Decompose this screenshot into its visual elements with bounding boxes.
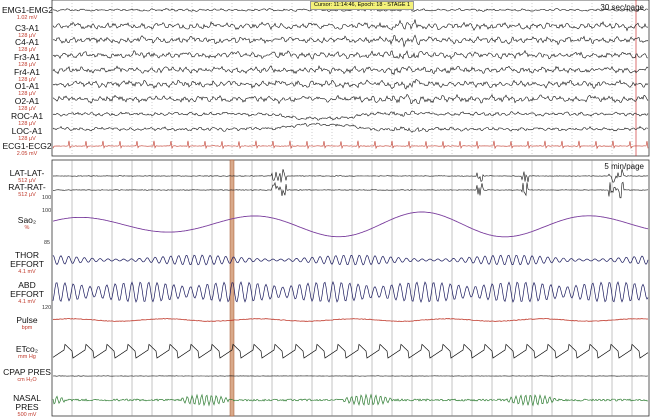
channel-label: Sao₂% <box>2 216 52 232</box>
axis-label: 100 <box>42 208 52 214</box>
channel-unit: 4.1 mV <box>18 299 36 305</box>
channel-unit: 4.1 mV <box>18 269 36 275</box>
channel-label: ECG1-ECG2 2.05 mV <box>2 141 52 158</box>
channel-label: RAT-RAT- 512 µV <box>2 183 52 199</box>
channel-unit: 128 µV <box>18 106 36 112</box>
channel-label: C4-A1 128 µV <box>2 38 52 54</box>
axis-label: 120 <box>42 305 52 311</box>
top-scale: 30 sec/page <box>600 3 644 12</box>
channel-label: CPAP PRES cm H₂O <box>3 367 51 384</box>
bottom-panel <box>51 159 650 417</box>
waveform <box>52 93 649 105</box>
channel-unit: mm Hg <box>18 354 36 360</box>
channel-label: O1-A1 128 µV <box>2 82 52 98</box>
axis-label: 100 <box>42 195 52 201</box>
waveform <box>52 393 649 407</box>
waveform <box>52 7 649 13</box>
channel-unit: 128 µV <box>18 91 36 97</box>
channel-label: LAT-LAT- 512 µV <box>2 169 52 185</box>
channel-unit: 128 µV <box>18 62 36 68</box>
channel-label: EMG1-EMG2 1.02 mV <box>2 5 54 22</box>
channel-unit: 2.05 mV <box>16 151 38 157</box>
waveform <box>52 280 649 304</box>
top-panel <box>51 0 650 157</box>
channel-label: ETco₂ mm Hg <box>2 345 52 361</box>
axis-label: 85 <box>44 240 51 246</box>
channel-unit: 128 µV <box>18 136 36 142</box>
waveform <box>53 181 649 199</box>
waveform <box>52 19 649 32</box>
waveform <box>52 169 649 183</box>
waveform <box>52 34 649 48</box>
channel-label: O2-A1 128 µV <box>2 97 52 113</box>
waveform <box>52 110 649 121</box>
channel-label: C3-A1 128 µV <box>2 24 52 40</box>
channel-unit: 128 µV <box>18 77 36 83</box>
channel-unit: 128 µV <box>18 121 36 127</box>
channel-label: ROC-A1 128 µV <box>2 112 52 128</box>
waveform <box>52 78 649 90</box>
channel-unit: 512 µV <box>18 178 36 184</box>
channel-label: Pulse bpm <box>2 316 52 332</box>
waveform <box>52 211 649 238</box>
waveform <box>52 65 649 76</box>
channel-label: Fr4-A1 128 µV <box>2 68 52 84</box>
waveform <box>52 254 649 266</box>
channel-unit: 128 µV <box>18 33 36 39</box>
channel-unit: 512 µV <box>18 192 36 198</box>
waveform <box>52 343 649 359</box>
channel-label: THOR EFFORT 4.1 mV <box>7 251 47 276</box>
channel-label: Fr3-A1 128 µV <box>2 53 52 69</box>
channel-unit: 500 mV <box>17 412 37 417</box>
channel-unit: 128 µV <box>18 47 36 53</box>
channel-unit: cm H₂O <box>17 377 37 383</box>
waveform <box>52 318 649 322</box>
channel-label: ABD EFFORT 4.1 mV <box>7 281 47 306</box>
channel-label: LOC-A1 128 µV <box>2 127 52 143</box>
channel-unit: bpm <box>21 325 33 331</box>
waveform <box>52 140 649 150</box>
channel-unit: % <box>24 225 30 231</box>
cursor-info: Cursor: 11:14:46, Epoch: 18 - STAGE 1 <box>310 1 415 10</box>
channel-unit: 1.02 mV <box>16 15 38 21</box>
waveform <box>52 49 649 60</box>
channel-label: NASAL PRES 500 mV <box>2 394 52 417</box>
waveform <box>52 122 649 133</box>
bottom-scale: 5 min/page <box>604 162 644 171</box>
